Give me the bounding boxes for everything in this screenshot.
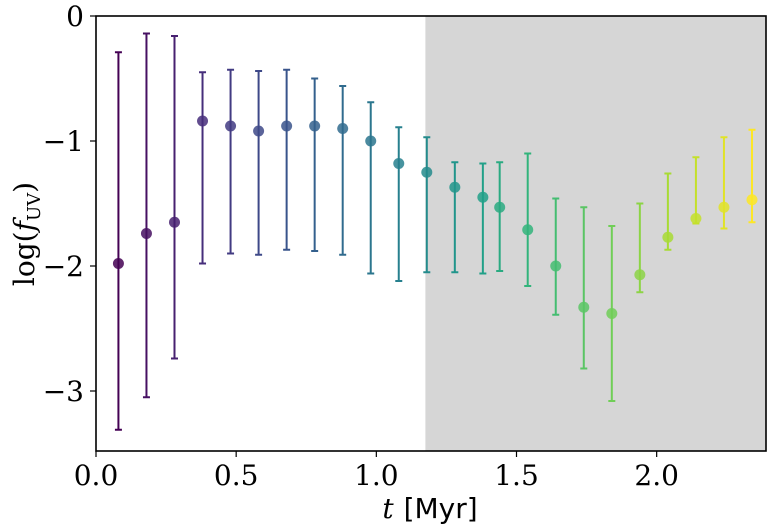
y-axis-label: log(fUV): [8, 182, 45, 286]
x-label-var: t: [382, 492, 394, 525]
point: [281, 120, 293, 132]
x-label-unit: [Myr]: [404, 492, 478, 525]
y-tick-label: −3: [43, 375, 84, 408]
point: [578, 301, 590, 313]
point: [550, 260, 562, 272]
point: [112, 258, 124, 269]
shaded-region: [425, 16, 766, 451]
point: [253, 125, 265, 137]
point: [449, 181, 461, 193]
plot-frame: [95, 15, 767, 452]
point: [606, 308, 618, 319]
y-label-part: log(: [8, 231, 41, 286]
x-tick-label: 1.0: [354, 459, 399, 492]
point: [421, 166, 433, 178]
point: [393, 158, 405, 169]
y-tick-label: −2: [43, 250, 84, 283]
point: [690, 213, 702, 224]
point: [746, 194, 758, 206]
point: [522, 224, 534, 236]
point: [365, 135, 377, 147]
point: [168, 216, 180, 228]
x-tick-label: 2.0: [634, 459, 679, 492]
y-tick-label: 0: [66, 0, 84, 33]
point: [477, 191, 489, 203]
x-axis-label: t [Myr]: [382, 492, 477, 525]
y-label-sub: UV: [24, 192, 45, 221]
x-tick-label: 1.5: [494, 459, 539, 492]
x-tick-label: 0.0: [74, 459, 119, 492]
point: [662, 231, 674, 243]
point: [309, 120, 321, 132]
point: [494, 201, 506, 213]
x-tick-label: 0.5: [214, 459, 259, 492]
y-label-part: ): [8, 182, 41, 193]
point: [140, 228, 152, 239]
y-tick-label: −1: [43, 125, 84, 158]
point: [634, 269, 646, 281]
point: [225, 120, 237, 132]
point: [718, 201, 730, 213]
point: [337, 123, 349, 134]
point: [197, 115, 209, 127]
